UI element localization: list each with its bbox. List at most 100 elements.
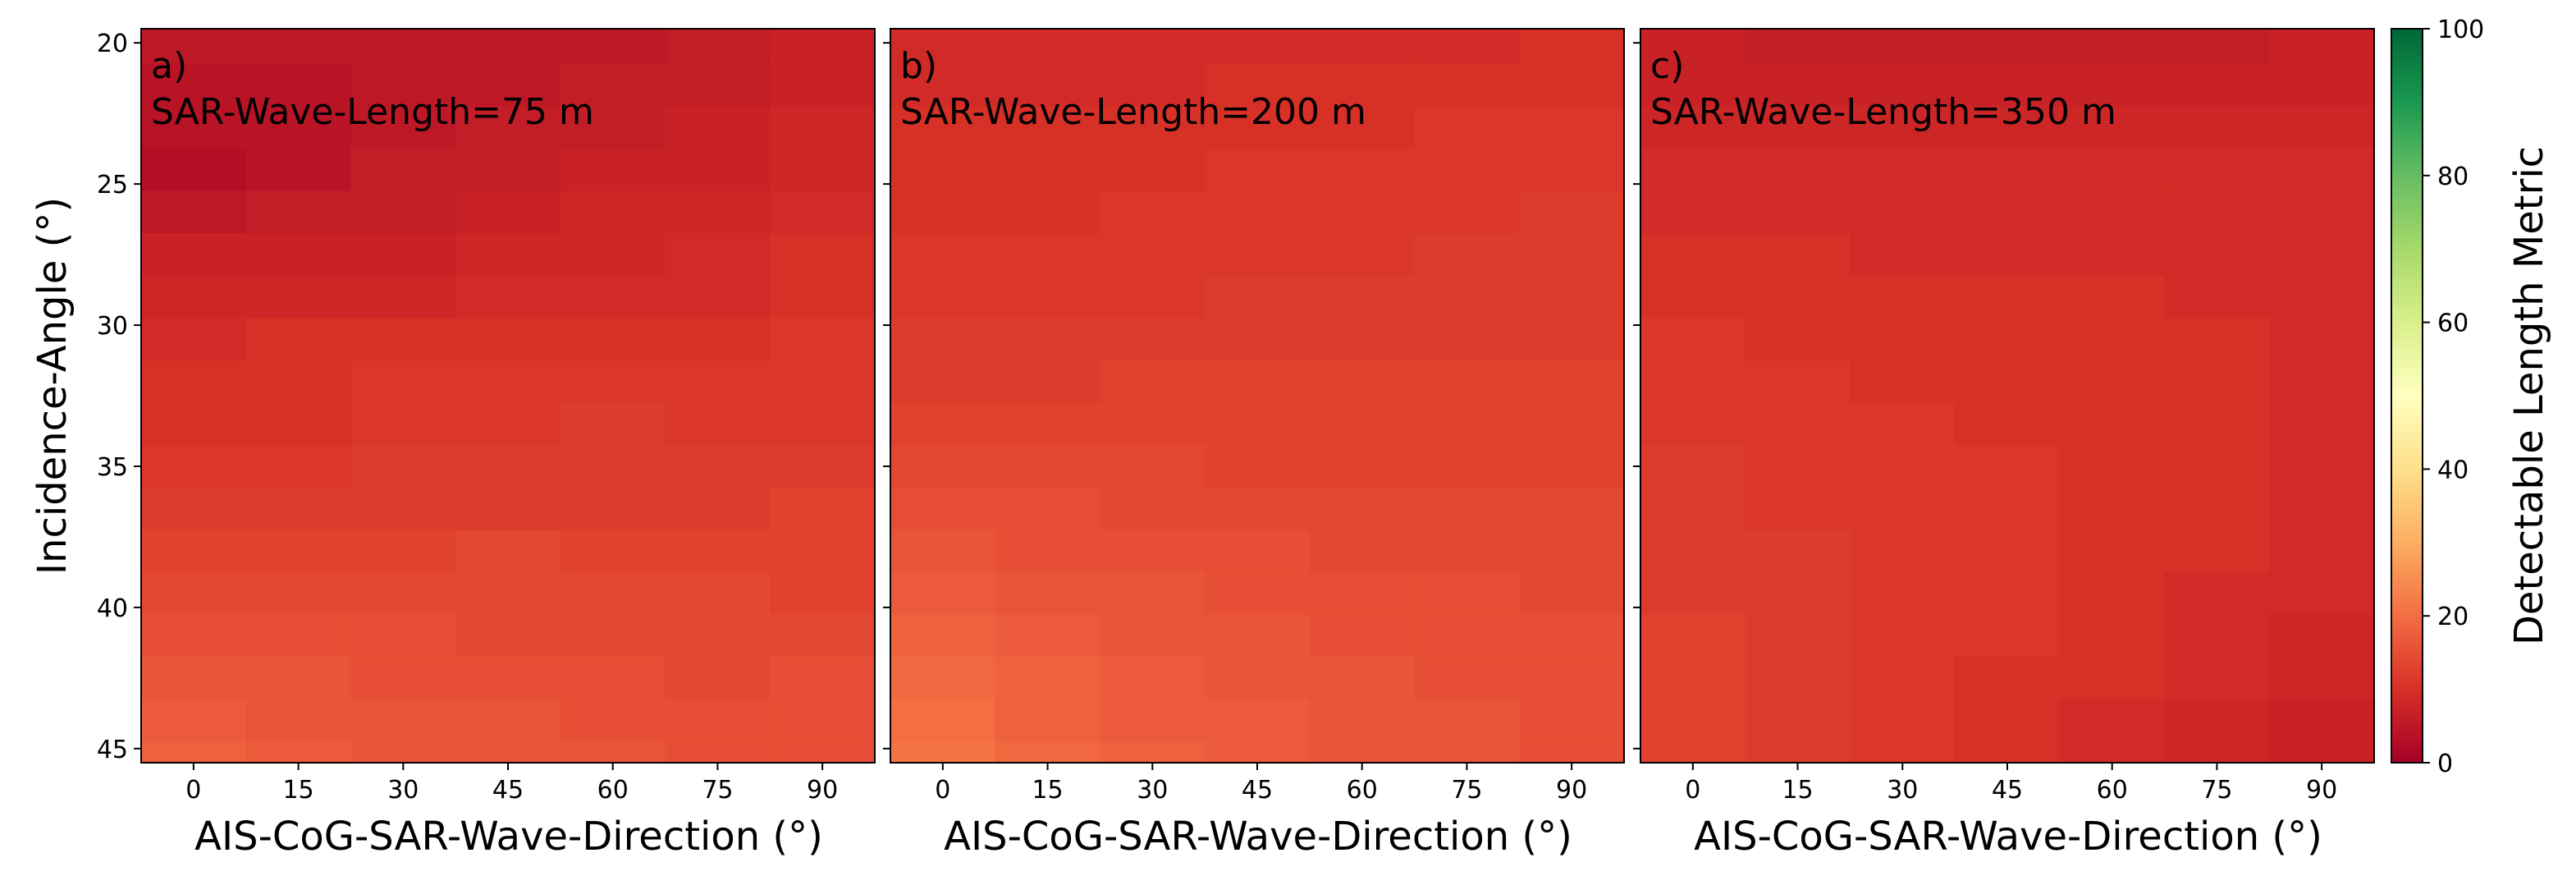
x-tick-label: 90: [807, 776, 838, 805]
heatmap-cell: [560, 614, 666, 658]
heatmap-cell: [1640, 614, 1746, 658]
heatmap-cell: [245, 571, 352, 616]
x-tick-label: 90: [2306, 776, 2337, 805]
heatmap-cell: [1519, 190, 1624, 234]
heatmap-cell: [560, 149, 666, 192]
heatmap-cell: [1309, 360, 1416, 404]
heatmap-cell: [560, 318, 666, 361]
colorbar-tick-label: 40: [2437, 456, 2468, 484]
heatmap-cell: [455, 149, 561, 192]
heatmap-cell: [1309, 275, 1416, 319]
heatmap-cell: [1850, 741, 1956, 763]
x-tick-label: 45: [1242, 776, 1273, 805]
heatmap-cell: [1745, 445, 1851, 488]
heatmap-cell: [1205, 63, 1311, 108]
heatmap-cell: [770, 318, 875, 361]
heatmap-cell: [141, 29, 247, 65]
heatmap-cell: [1309, 106, 1416, 149]
heatmap-cell: [1955, 63, 2061, 108]
heatmap-cell: [2059, 275, 2166, 319]
heatmap-cell: [2269, 106, 2374, 149]
heatmap-cell: [1850, 190, 1956, 234]
heatmap-cell: [890, 614, 996, 658]
heatmap-cell: [665, 63, 771, 108]
heatmap-cell: [245, 445, 352, 488]
panel-c-label: c): [1650, 45, 1684, 87]
heatmap-cell: [2059, 190, 2166, 234]
heatmap-cell: [1850, 487, 1956, 530]
heatmap-cell: [1414, 233, 1520, 277]
x-tick-label: 0: [185, 776, 201, 805]
heatmap-cell: [2269, 29, 2374, 65]
heatmap-cell: [245, 741, 352, 763]
heatmap-cell: [1205, 699, 1311, 742]
heatmap-cell: [665, 571, 771, 616]
heatmap-cell: [1955, 318, 2061, 361]
heatmap-cell: [141, 741, 247, 763]
heatmap-cell: [665, 318, 771, 361]
heatmap-cell: [890, 530, 996, 573]
heatmap-cell: [1640, 657, 1746, 700]
heatmap-cell: [1414, 741, 1520, 763]
y-tick-label: 25: [97, 171, 128, 200]
heatmap-cell: [245, 360, 352, 404]
heatmap-cell: [1205, 149, 1311, 192]
heatmap-cell: [770, 360, 875, 404]
heatmap-cell: [2059, 318, 2166, 361]
heatmap-cell: [995, 275, 1101, 319]
x-tick-label: 75: [1451, 776, 1482, 805]
heatmap-cell: [2269, 360, 2374, 404]
heatmap-cell: [1640, 63, 1746, 108]
heatmap-cell: [770, 106, 875, 149]
heatmap-cell: [1414, 29, 1520, 65]
heatmap-cell: [770, 190, 875, 234]
heatmap-cell: [455, 402, 561, 446]
x-tick-label: 45: [1992, 776, 2023, 805]
heatmap-cell: [1640, 190, 1746, 234]
heatmap-cell: [1100, 614, 1206, 658]
heatmap-cell: [350, 741, 456, 763]
colorbar-tick-label: 80: [2437, 163, 2468, 191]
heatmap-cell: [1519, 699, 1624, 742]
heatmap-cell: [1414, 63, 1520, 108]
heatmap-cell: [1745, 487, 1851, 530]
heatmap-cell: [1640, 445, 1746, 488]
heatmap-cell: [2164, 699, 2270, 742]
panel-a: 0 15 30 45 60 75 90 20 25 30 35 40 45: [97, 28, 876, 805]
heatmap-cell: [1309, 402, 1416, 446]
heatmap-cell: [1100, 106, 1206, 149]
heatmap-cell: [245, 402, 352, 446]
heatmap-cell: [890, 699, 996, 742]
heatmap-cell: [995, 571, 1101, 616]
heatmap-cell: [995, 29, 1101, 65]
panel-a-label: a): [151, 45, 187, 87]
heatmap-cell: [560, 63, 666, 108]
heatmap-cell: [890, 657, 996, 700]
heatmap-cell: [1745, 402, 1851, 446]
heatmap-cell: [2164, 63, 2270, 108]
heatmap-cell: [2164, 106, 2270, 149]
heatmap-cell: [1850, 699, 1956, 742]
heatmap-cell: [1414, 402, 1520, 446]
heatmap-cell: [2269, 571, 2374, 616]
heatmap-cell: [141, 63, 247, 108]
heatmap-cell: [1205, 233, 1311, 277]
heatmap-cell: [1640, 699, 1746, 742]
heatmap-cell: [1205, 657, 1311, 700]
heatmap-cell: [1100, 63, 1206, 108]
heatmap-cells: [141, 29, 875, 763]
heatmap-cell: [1640, 571, 1746, 616]
x-tick-label: 30: [387, 776, 419, 805]
heatmap-cell: [890, 741, 996, 763]
heatmap-cell: [2164, 445, 2270, 488]
heatmap-cell: [350, 657, 456, 700]
heatmap-cell: [350, 614, 456, 658]
heatmap-cell: [2164, 149, 2270, 192]
heatmap-cell: [2164, 402, 2270, 446]
heatmap-cell: [455, 106, 561, 149]
heatmap-cell: [1745, 699, 1851, 742]
heatmap-cell: [2059, 445, 2166, 488]
heatmap-cells: [1640, 29, 2374, 763]
heatmap-cell: [1100, 571, 1206, 616]
